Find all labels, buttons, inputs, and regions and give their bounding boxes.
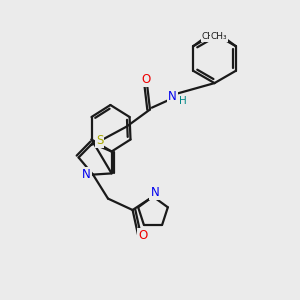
Text: O: O (138, 229, 147, 242)
Text: N: N (168, 90, 177, 103)
Text: S: S (96, 134, 103, 148)
Text: CH₃: CH₃ (202, 32, 218, 41)
Text: N: N (150, 186, 159, 199)
Text: O: O (142, 73, 151, 86)
Text: H: H (179, 96, 187, 106)
Text: CH₃: CH₃ (211, 32, 227, 41)
Text: N: N (82, 167, 91, 181)
